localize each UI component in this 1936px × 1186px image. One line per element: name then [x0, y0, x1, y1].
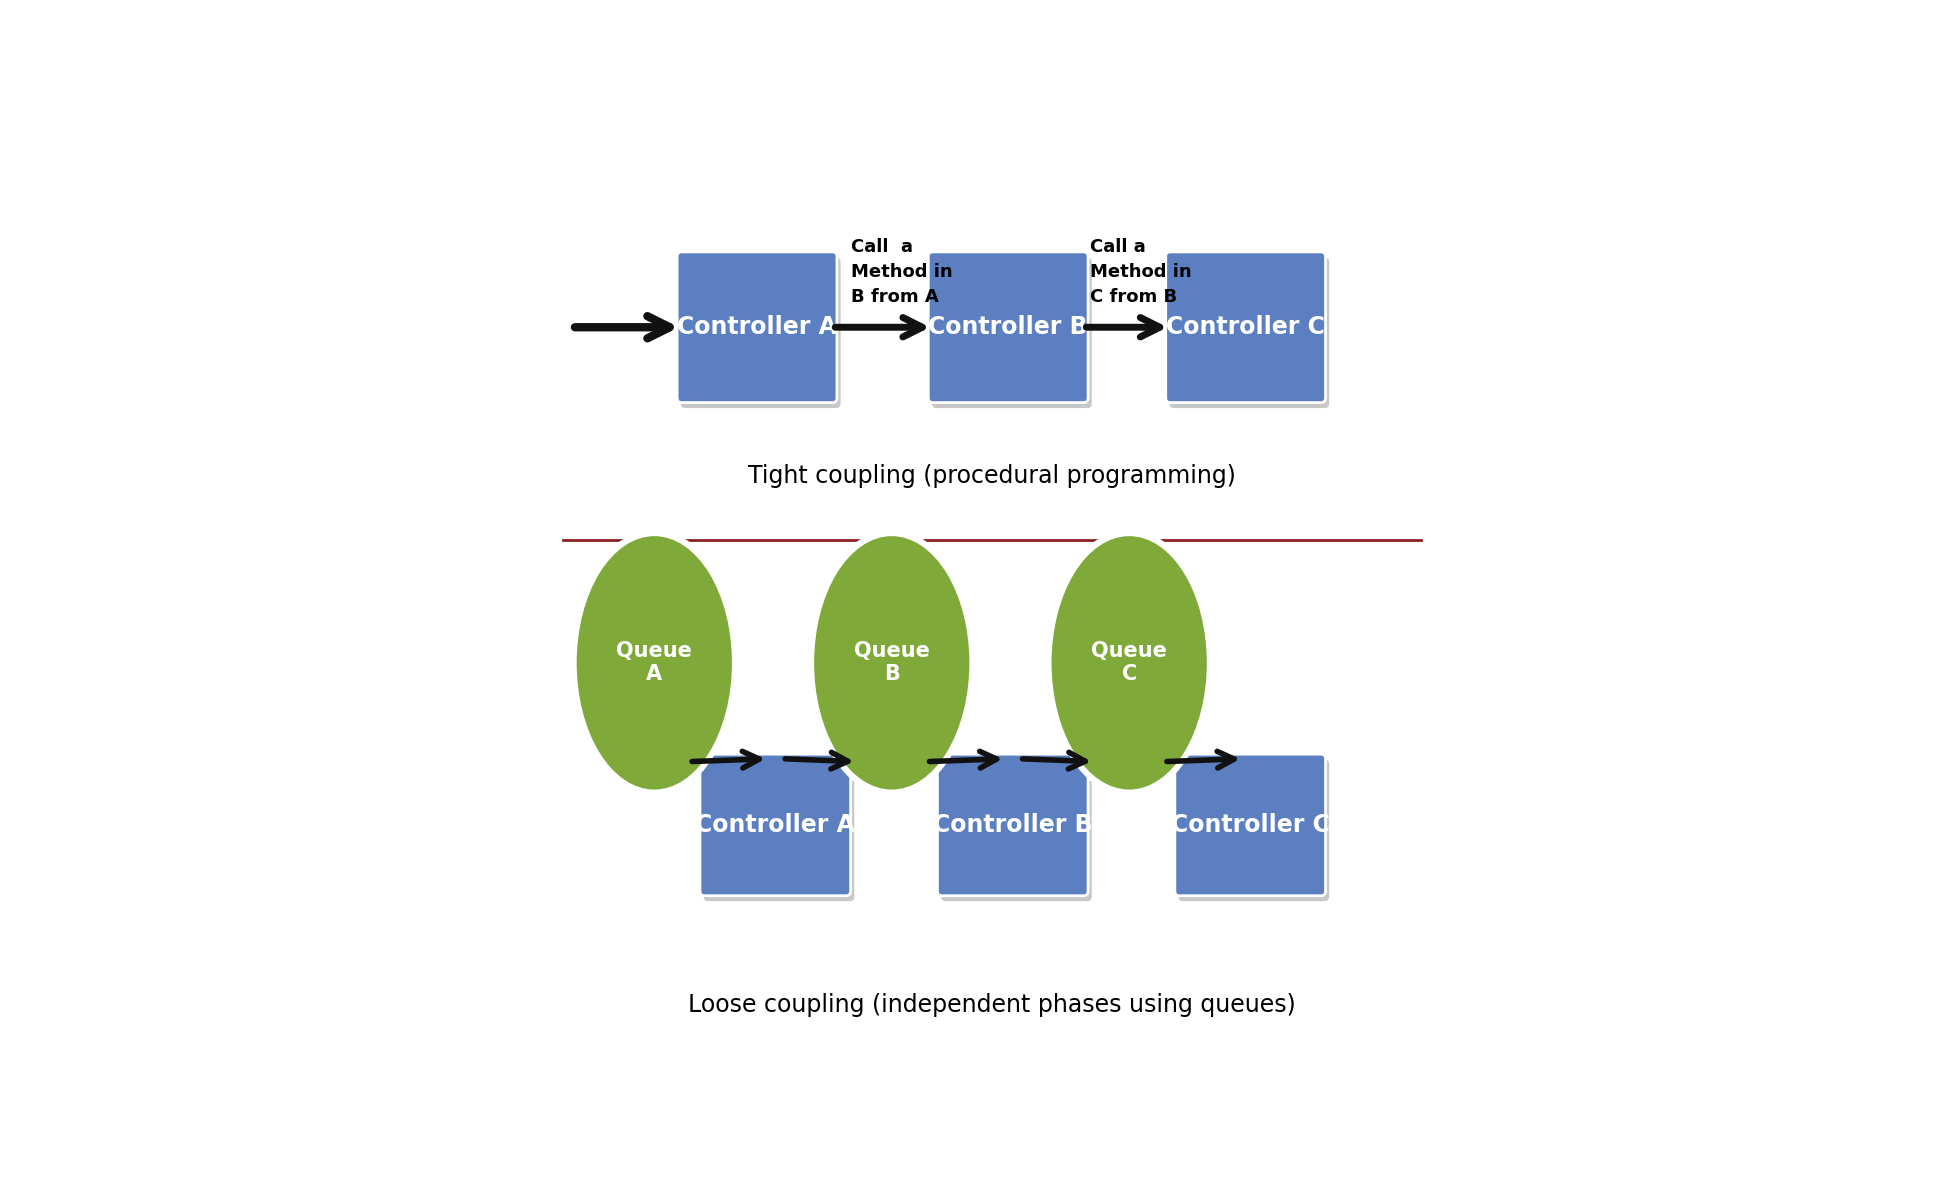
- Text: Controller B: Controller B: [933, 812, 1092, 837]
- Text: Controller A: Controller A: [695, 812, 856, 837]
- Text: Queue
A: Queue A: [616, 642, 693, 684]
- Text: Controller A: Controller A: [678, 315, 836, 339]
- Text: Controller C: Controller C: [1165, 315, 1324, 339]
- Ellipse shape: [815, 536, 970, 790]
- Ellipse shape: [577, 536, 732, 790]
- Text: Queue
B: Queue B: [854, 642, 929, 684]
- Text: Controller B: Controller B: [929, 315, 1088, 339]
- Ellipse shape: [1055, 541, 1210, 795]
- Text: Tight coupling (procedural programming): Tight coupling (procedural programming): [747, 464, 1237, 487]
- FancyBboxPatch shape: [701, 754, 850, 895]
- Text: Call  a
Method in
B from A: Call a Method in B from A: [850, 238, 953, 306]
- FancyBboxPatch shape: [1175, 754, 1326, 895]
- FancyBboxPatch shape: [1179, 760, 1330, 901]
- Ellipse shape: [581, 541, 736, 795]
- FancyBboxPatch shape: [1169, 257, 1330, 408]
- FancyBboxPatch shape: [678, 251, 836, 402]
- FancyBboxPatch shape: [927, 251, 1088, 402]
- Text: Call a
Method in
C from B: Call a Method in C from B: [1090, 238, 1191, 306]
- Ellipse shape: [1045, 529, 1212, 797]
- Text: Controller C: Controller C: [1171, 812, 1330, 837]
- Ellipse shape: [1051, 536, 1206, 790]
- Text: Loose coupling (independent phases using queues): Loose coupling (independent phases using…: [689, 994, 1295, 1018]
- FancyBboxPatch shape: [1165, 251, 1326, 402]
- Ellipse shape: [817, 541, 974, 795]
- Text: Queue
C: Queue C: [1092, 642, 1167, 684]
- FancyBboxPatch shape: [937, 754, 1088, 895]
- FancyBboxPatch shape: [941, 760, 1092, 901]
- FancyBboxPatch shape: [703, 760, 854, 901]
- FancyBboxPatch shape: [681, 257, 840, 408]
- Ellipse shape: [809, 529, 976, 797]
- FancyBboxPatch shape: [931, 257, 1092, 408]
- Ellipse shape: [571, 529, 738, 797]
